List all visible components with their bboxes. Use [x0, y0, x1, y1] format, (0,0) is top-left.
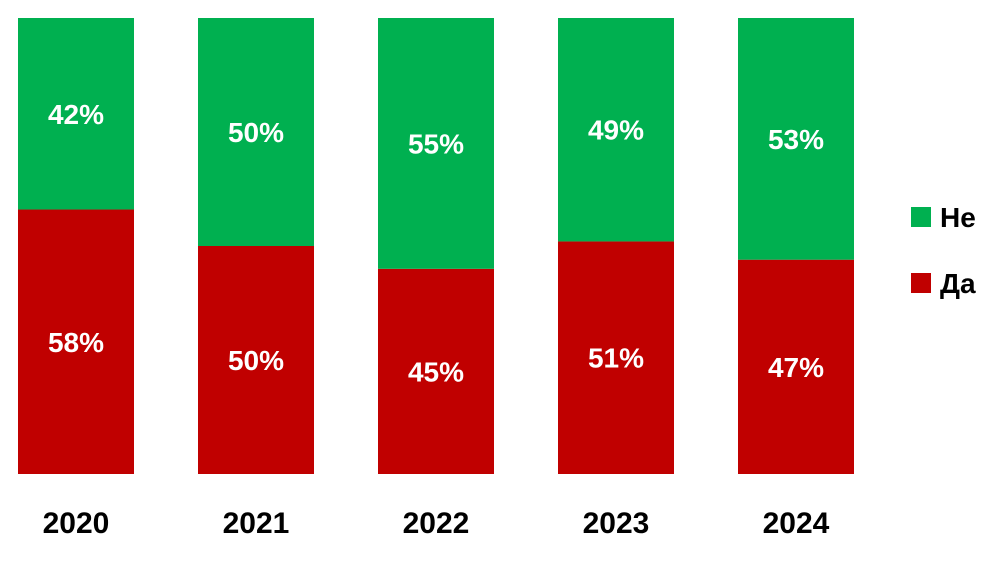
data-label-no-2020: 42%: [48, 99, 104, 130]
bar-yes-2020: [18, 209, 134, 474]
x-axis-ticks: 2020 2021 2022 2023 2024: [43, 507, 830, 540]
bar-yes-2022: [378, 268, 494, 474]
legend: Не Да: [911, 202, 976, 299]
x-tick-label-2020: 2020: [43, 507, 110, 540]
data-label-yes-2020: 58%: [48, 327, 104, 358]
legend-swatch-no: [911, 207, 931, 227]
data-label-no-2023: 49%: [588, 115, 644, 146]
bar-no-2022: [378, 18, 494, 269]
data-label-yes-2024: 47%: [768, 352, 824, 383]
data-label-yes-2023: 51%: [588, 343, 644, 374]
bars-layer: 58% 42% 50% 50% 45% 55% 51% 49% 47% 53%: [18, 18, 854, 474]
data-label-no-2024: 53%: [768, 124, 824, 155]
bar-no-2021: [198, 18, 314, 246]
data-label-yes-2021: 50%: [228, 345, 284, 376]
x-tick-label-2022: 2022: [403, 507, 470, 540]
data-label-no-2022: 55%: [408, 128, 464, 159]
legend-label-yes: Да: [940, 268, 976, 299]
bar-no-2023: [558, 18, 674, 242]
data-label-yes-2022: 45%: [408, 356, 464, 387]
bar-yes-2023: [558, 241, 674, 474]
x-tick-label-2024: 2024: [763, 507, 830, 540]
bar-no-2020: [18, 18, 134, 210]
bar-yes-2024: [738, 259, 854, 474]
x-tick-label-2023: 2023: [583, 507, 650, 540]
data-label-no-2021: 50%: [228, 117, 284, 148]
bar-no-2024: [738, 18, 854, 260]
bar-yes-2021: [198, 246, 314, 474]
legend-swatch-yes: [911, 273, 931, 293]
x-tick-label-2021: 2021: [223, 507, 290, 540]
legend-label-no: Не: [940, 202, 976, 233]
